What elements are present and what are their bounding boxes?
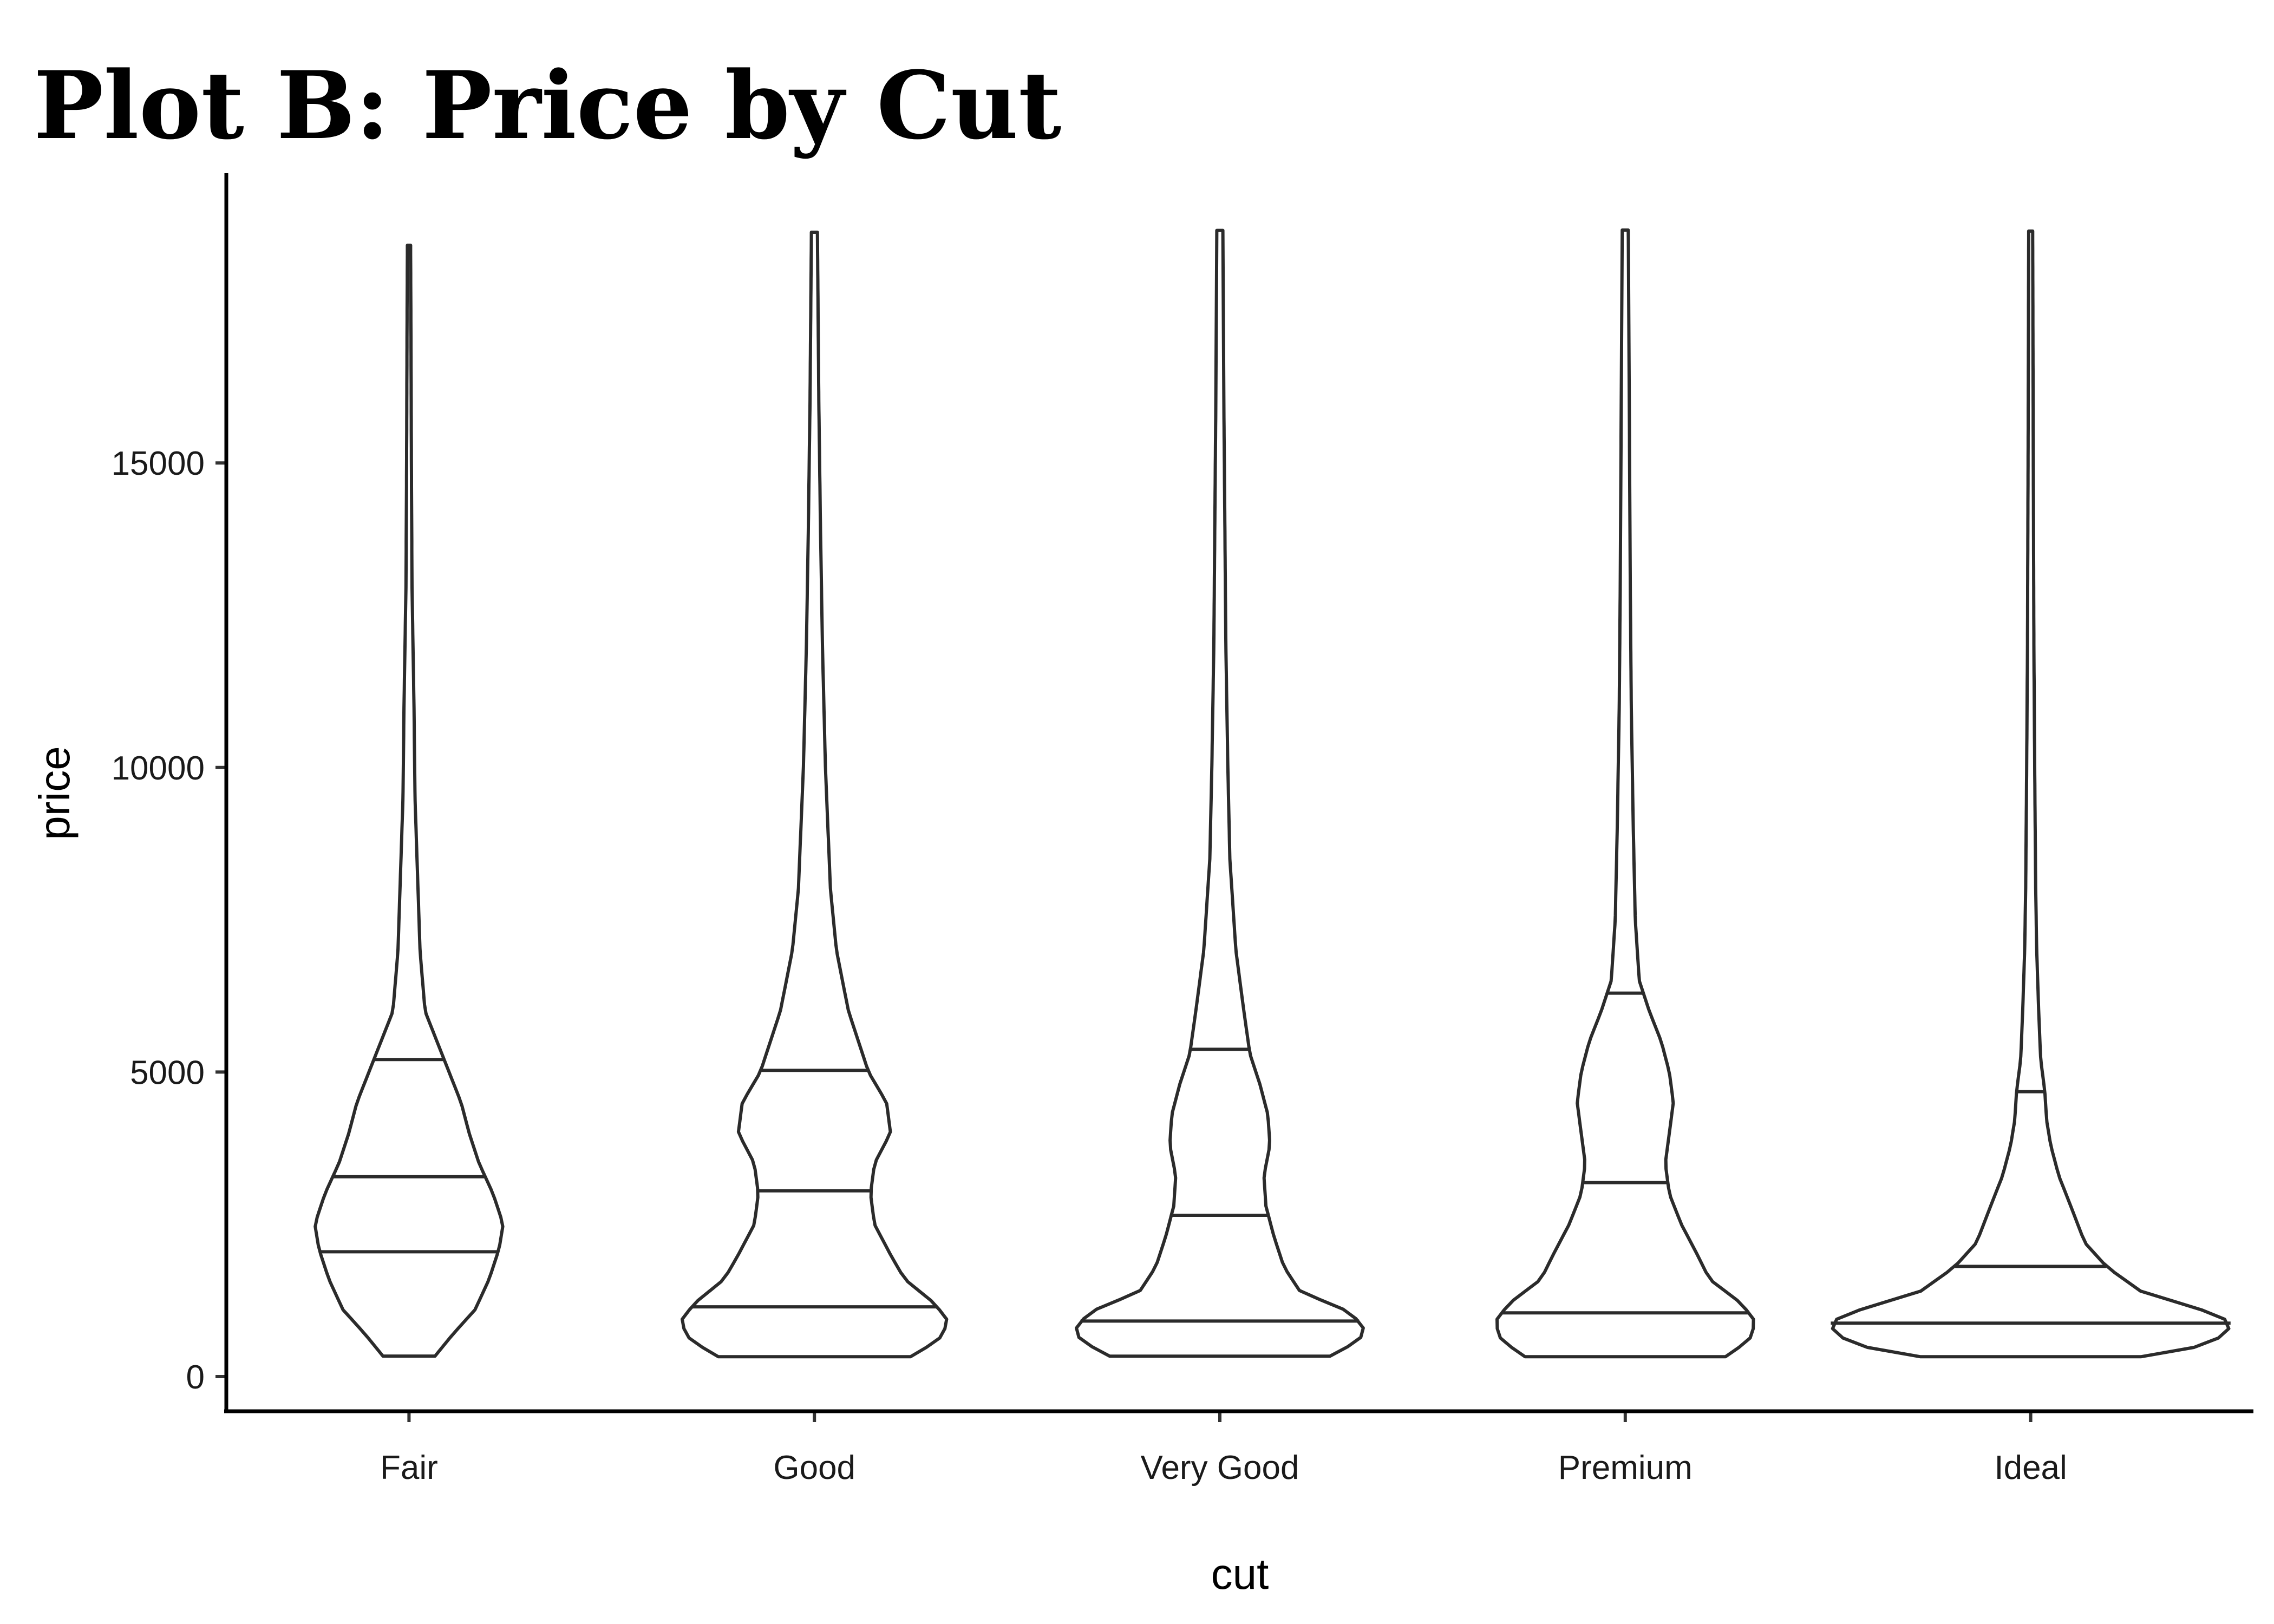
x-tick-label: Fair: [380, 1449, 438, 1487]
y-axis-title: price: [30, 746, 79, 840]
violin-shape: [313, 244, 505, 1358]
violin-ideal: [1831, 229, 2231, 1359]
violin-shape: [1831, 229, 2231, 1359]
x-tick-label: Premium: [1558, 1449, 1693, 1487]
violin-fair: [313, 244, 505, 1358]
x-tick-label: Ideal: [1994, 1449, 2067, 1487]
violin-good: [681, 231, 949, 1359]
violin-shape: [1495, 228, 1755, 1359]
x-tick-label: Good: [773, 1449, 855, 1487]
violin-shape: [1075, 228, 1365, 1358]
y-tick-label: 10000: [112, 750, 205, 787]
y-ticks: 0 5000 10000 15000: [112, 445, 226, 1396]
x-tick-label: Very Good: [1141, 1449, 1299, 1487]
violin-shape: [681, 231, 949, 1359]
x-ticks: Fair Good Very Good Premium Ideal: [380, 1411, 2067, 1487]
y-tick-label: 5000: [130, 1054, 205, 1091]
x-axis-title: cut: [1211, 1550, 1269, 1598]
y-tick-label: 0: [186, 1359, 205, 1396]
violin-premium: [1495, 228, 1755, 1359]
violin-very-good: [1075, 228, 1365, 1358]
chart-title: Plot B: Price by Cut: [34, 50, 1061, 160]
violins-layer: [313, 228, 2231, 1359]
y-tick-label: 15000: [112, 445, 205, 482]
